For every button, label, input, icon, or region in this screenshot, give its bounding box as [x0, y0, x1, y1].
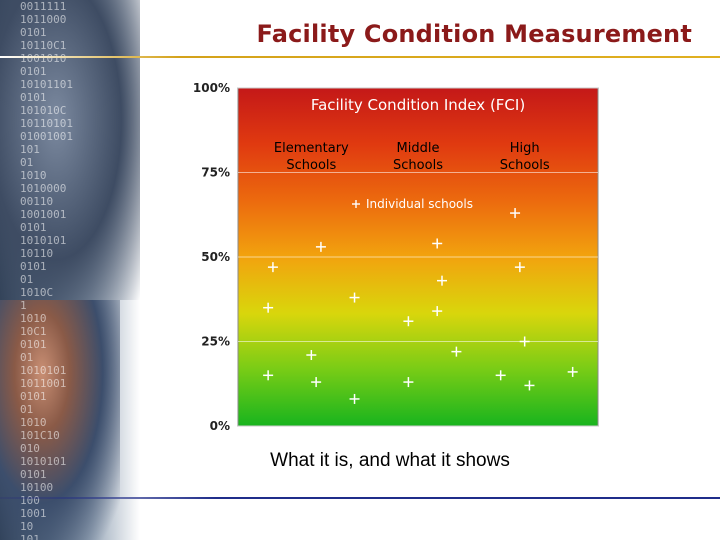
data-point	[567, 366, 578, 377]
data-point	[519, 336, 530, 347]
legend-label: Individual schools	[366, 197, 473, 211]
person-photo	[0, 300, 120, 540]
y-tick-label: 100%	[193, 81, 230, 95]
category-label: High Schools	[500, 141, 550, 173]
data-point	[432, 306, 443, 317]
data-point	[267, 262, 278, 273]
data-point	[510, 208, 521, 219]
data-point	[524, 380, 535, 391]
y-tick-label: 50%	[201, 250, 230, 264]
chart-title: Facility Condition Index (FCI)	[311, 96, 525, 114]
fci-scatter-chart: 100% 75% 50% 25% 0% Facility Condition Index…	[193, 81, 599, 433]
legend-marker	[352, 200, 360, 208]
data-point	[349, 292, 360, 303]
data-point	[437, 275, 447, 286]
data-point	[263, 302, 274, 313]
slide-title: Facility Condition Measurement	[256, 20, 692, 48]
data-point	[263, 370, 274, 381]
slide-caption: What it is, and what it shows	[270, 450, 510, 471]
binary-digits-overlay: 0011111 1011000 0101 10110C1 1001010 010…	[20, 0, 73, 540]
data-point	[514, 262, 525, 273]
data-point	[403, 316, 414, 327]
data-point	[311, 377, 322, 388]
title-underline	[0, 56, 720, 58]
footer-rule	[0, 497, 720, 499]
data-point	[306, 350, 317, 361]
title-bar: Facility Condition Measurement	[0, 0, 720, 58]
category-label: Middle Schools	[393, 141, 443, 173]
category-label: Elementary Schools	[274, 141, 349, 173]
data-point	[349, 393, 360, 404]
y-tick-label: 0%	[210, 419, 230, 433]
y-tick-label: 25%	[201, 335, 230, 349]
decorative-photo-strip: 0011111 1011000 0101 10110C1 1001010 010…	[0, 0, 140, 540]
data-point	[315, 241, 326, 252]
data-point	[495, 370, 506, 381]
y-tick-label: 75%	[201, 166, 230, 180]
data-point	[451, 346, 462, 357]
data-point	[403, 377, 414, 388]
data-point	[432, 238, 443, 249]
background-photo	[0, 0, 140, 300]
